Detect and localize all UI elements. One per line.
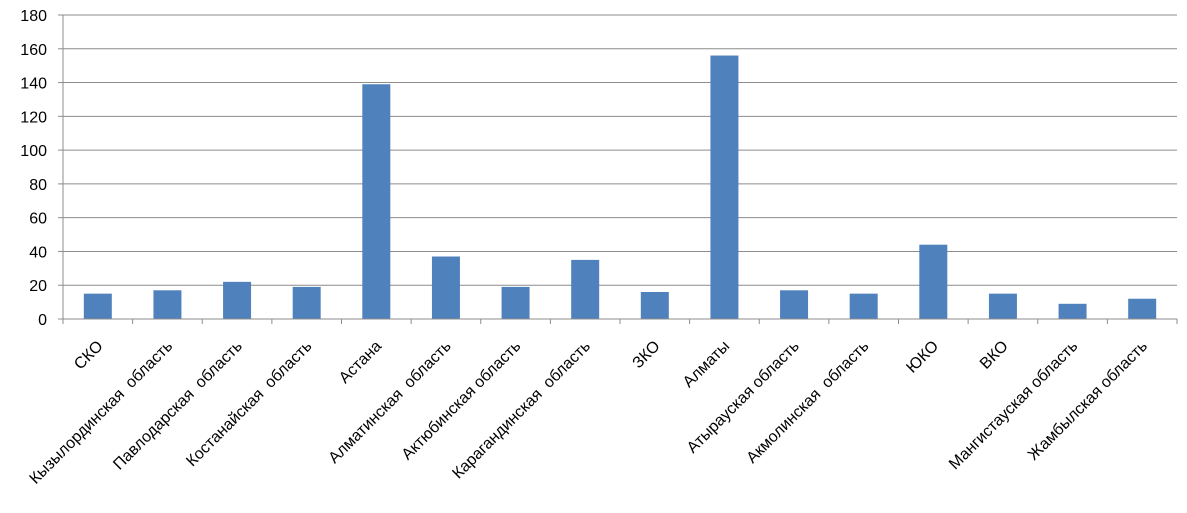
bar <box>710 55 739 320</box>
bar <box>223 281 252 319</box>
bar <box>501 286 530 319</box>
y-tick-label: 40 <box>29 244 47 261</box>
bar <box>780 290 809 319</box>
x-tick-label: Мангистауская область <box>946 338 1081 473</box>
x-tick-label: Кызылординская область <box>27 338 177 488</box>
bar <box>362 84 391 319</box>
bar <box>153 290 182 319</box>
bar <box>571 259 600 319</box>
bar <box>1058 303 1087 319</box>
bar <box>431 256 460 319</box>
x-tick-label: Актюбинская область <box>399 338 525 464</box>
y-tick-label: 140 <box>20 76 47 93</box>
y-tick-label: 160 <box>20 42 47 59</box>
x-tick-label: Жамбылская область <box>1025 338 1151 464</box>
bar <box>292 286 321 319</box>
x-tick-label: ЮКО <box>903 338 942 377</box>
bars <box>83 55 1157 320</box>
y-tick-label: 60 <box>29 211 47 228</box>
x-tick-label: СКО <box>71 338 106 373</box>
bar <box>849 293 878 319</box>
axes <box>62 15 1178 324</box>
x-tick-label: Карагандинская область <box>449 338 594 483</box>
bar <box>83 293 112 319</box>
bar <box>919 244 948 319</box>
bar <box>1128 298 1157 319</box>
y-tick-label: 100 <box>20 143 47 160</box>
x-tick-label: Алматы <box>680 338 733 391</box>
y-tick-label: 0 <box>38 312 47 329</box>
y-tick-label: 180 <box>20 8 47 25</box>
x-tick-label: Павлодарская область <box>110 338 246 474</box>
x-tick-label: Костанайская область <box>183 338 315 470</box>
y-tick-label: 80 <box>29 177 47 194</box>
y-tick-label: 20 <box>29 278 47 295</box>
x-tick-label: ВКО <box>977 338 1012 373</box>
gridlines <box>63 14 1177 286</box>
x-tick-label: Атырауская область <box>684 338 803 457</box>
x-tick-label: Алматинская область <box>326 338 455 467</box>
x-tick-label: Астана <box>336 338 385 387</box>
y-tick-label: 120 <box>20 109 47 126</box>
x-tick-label: Акмолинская область <box>744 338 873 467</box>
x-tick-label: ЗКО <box>630 338 664 372</box>
bar <box>988 293 1017 319</box>
bar <box>640 291 669 319</box>
y-axis-ticks: 0 20 40 60 80 100 120 140 160 180 <box>20 8 63 329</box>
